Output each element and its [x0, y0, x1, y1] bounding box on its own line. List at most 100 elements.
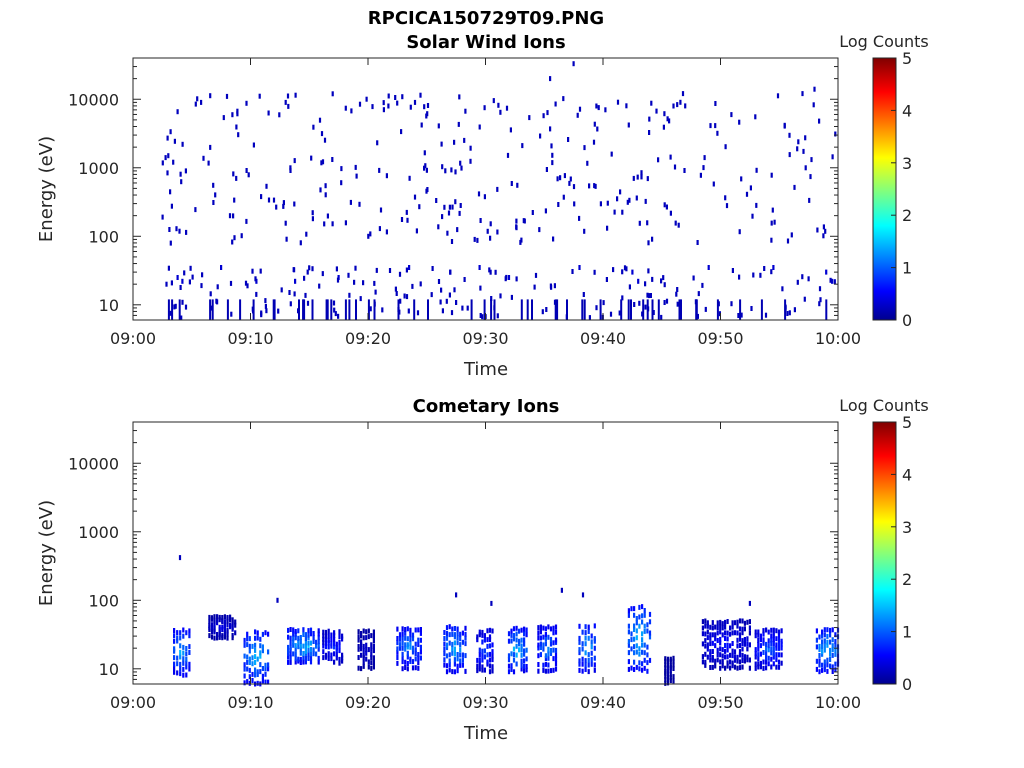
data-cell — [704, 643, 707, 649]
data-cell — [327, 644, 330, 650]
data-cell — [762, 665, 765, 671]
data-cell — [520, 637, 523, 643]
data-cell — [559, 175, 562, 181]
data-cell — [375, 267, 378, 273]
data-cell — [405, 267, 408, 273]
data-cell — [481, 648, 484, 654]
data-cell — [793, 184, 796, 190]
data-cell — [463, 277, 466, 282]
data-cell — [531, 210, 534, 215]
data-cell — [651, 236, 654, 242]
data-cell — [641, 637, 644, 643]
data-cell — [510, 632, 513, 638]
data-cell — [294, 631, 297, 637]
data-cell — [443, 630, 446, 635]
data-cell — [770, 237, 773, 243]
data-cell — [490, 296, 493, 301]
data-cell — [481, 657, 484, 663]
data-cell — [173, 655, 176, 661]
data-cell — [683, 168, 686, 173]
data-cell — [724, 648, 727, 654]
data-cell — [417, 665, 420, 671]
data-cell — [650, 100, 653, 106]
data-cell — [772, 265, 775, 270]
data-cell — [630, 637, 633, 643]
data-cell — [188, 666, 191, 672]
data-cell — [663, 111, 666, 117]
data-cell — [317, 646, 320, 652]
data-cell — [261, 644, 264, 650]
data-cell — [644, 198, 647, 204]
data-cell — [539, 641, 542, 647]
data-cell — [451, 204, 454, 210]
data-cell — [407, 308, 410, 314]
data-cell — [643, 628, 646, 634]
data-cell — [481, 664, 484, 670]
data-cell — [327, 638, 330, 643]
data-cell — [772, 651, 775, 657]
y-tick-label: 1000 — [78, 523, 119, 542]
data-cell — [651, 299, 654, 320]
data-cell — [338, 656, 341, 662]
spectrogram-data — [161, 61, 837, 321]
data-cell — [404, 627, 407, 632]
data-cell — [486, 628, 489, 634]
data-cell — [478, 629, 481, 635]
data-cell — [515, 224, 518, 230]
data-cell — [537, 645, 540, 651]
data-cell — [632, 175, 635, 181]
data-cell — [754, 629, 757, 635]
data-cell — [405, 209, 408, 215]
data-cell — [581, 641, 584, 647]
data-cell — [357, 629, 360, 635]
data-cell — [594, 183, 597, 189]
data-cell — [357, 644, 360, 649]
data-cell — [757, 656, 760, 662]
data-cell — [587, 624, 590, 630]
data-cell — [767, 638, 770, 644]
data-cell — [757, 664, 760, 670]
data-cell — [627, 650, 630, 656]
data-cell — [223, 634, 226, 640]
data-cell — [272, 197, 276, 203]
data-cell — [454, 169, 457, 175]
data-cell — [672, 658, 675, 664]
data-cell — [259, 268, 262, 274]
data-cell — [210, 622, 214, 628]
data-cell — [515, 661, 518, 667]
data-cell — [469, 145, 472, 151]
data-cell — [767, 643, 770, 649]
data-cell — [777, 641, 781, 646]
data-cell — [294, 651, 297, 657]
data-cell — [264, 303, 267, 309]
data-cell — [829, 663, 832, 669]
data-cell — [729, 625, 732, 631]
data-cell — [520, 647, 523, 653]
data-cell — [365, 656, 368, 662]
data-cell — [721, 625, 724, 631]
data-cell — [582, 292, 585, 297]
colorbar-tick-label: 2 — [902, 570, 912, 589]
data-cell — [765, 627, 768, 633]
data-cell — [510, 663, 513, 669]
data-cell — [476, 634, 479, 640]
data-cell — [754, 633, 757, 639]
data-cell — [184, 304, 188, 310]
data-cell — [437, 279, 441, 284]
data-cell — [537, 642, 540, 648]
data-cell — [823, 667, 826, 673]
data-cell — [739, 299, 742, 320]
data-cell — [504, 276, 507, 282]
data-cell — [333, 637, 336, 642]
data-cell — [464, 641, 467, 647]
data-cell — [499, 109, 502, 115]
data-cell — [165, 281, 168, 287]
data-cell — [359, 296, 362, 302]
data-cell — [455, 300, 458, 305]
data-cell — [613, 209, 616, 215]
data-cell — [372, 638, 375, 644]
data-cell — [175, 226, 178, 232]
data-cell — [307, 640, 310, 646]
data-cell — [264, 666, 267, 672]
data-cell — [741, 641, 744, 646]
